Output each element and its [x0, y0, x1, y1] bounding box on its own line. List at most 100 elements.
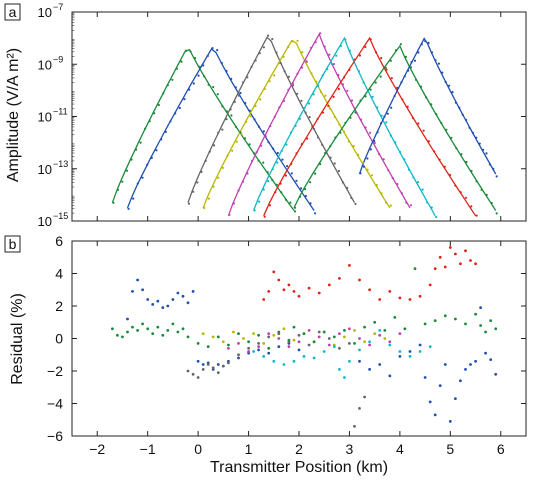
amplitude-observed-point [420, 85, 423, 88]
amplitude-observed-point [250, 65, 253, 68]
amplitude-observed-point [406, 105, 409, 108]
residual-point-5 [282, 363, 286, 366]
residual-point-6 [262, 298, 266, 301]
residual-point-8 [378, 363, 382, 366]
amplitude-observed-point [153, 112, 156, 115]
amplitude-observed-point [366, 157, 369, 160]
residual-point-0 [181, 327, 185, 331]
amplitude-observed-point [208, 150, 211, 153]
amplitude-observed-point [409, 204, 413, 207]
residual-point-5 [388, 343, 392, 347]
residual-point-8 [484, 351, 487, 355]
residual-point-0 [161, 333, 165, 337]
amplitude-observed-point [380, 114, 383, 117]
amplitude-observed-point [237, 94, 241, 97]
amplitude-observed-point [310, 72, 313, 75]
residual-point-2 [353, 424, 356, 428]
amplitude-observed-point [245, 120, 248, 123]
amplitude-observed-point [492, 167, 495, 170]
residual-point-7 [343, 329, 346, 332]
amplitude-observed-point [171, 78, 174, 81]
amplitude-observed-point [155, 149, 158, 152]
amplitude-observed-point [376, 131, 379, 134]
amplitude-observed-points [112, 32, 498, 219]
amplitude-observed-point [369, 88, 372, 91]
amplitude-observed-point [412, 176, 415, 179]
amplitude-observed-point [346, 186, 349, 190]
amplitude-series-line-1 [126, 48, 315, 211]
residual-point-6 [438, 255, 442, 259]
residual-point-6 [327, 283, 331, 287]
amplitude-observed-point [409, 66, 413, 69]
amplitude-observed-point [344, 121, 347, 124]
amplitude-observed-point [362, 81, 365, 84]
amplitude-observed-point [228, 213, 231, 216]
amplitude-observed-point [328, 53, 331, 56]
amplitude-observed-point [308, 102, 311, 105]
residual-point-6 [348, 264, 351, 267]
residual-point-8 [474, 359, 477, 363]
amplitude-tick-label: 10 [38, 57, 52, 72]
residual-point-7 [332, 335, 336, 339]
residual-point-4 [398, 332, 402, 335]
amplitude-observed-point [314, 172, 317, 175]
amplitude-observed-point [440, 121, 443, 125]
amplitude-observed-point [267, 180, 270, 183]
residual-point-6 [297, 294, 301, 298]
amplitude-observed-point [184, 49, 188, 52]
amplitude-observed-point [135, 148, 138, 151]
amplitude-observed-point [389, 204, 392, 207]
amplitude-observed-point [384, 66, 387, 69]
residual-point-5 [398, 350, 402, 353]
amplitude-observed-point [169, 120, 172, 123]
residual-point-6 [338, 277, 341, 280]
amplitude-observed-point [330, 62, 333, 66]
residual-axis-label: Residual (%) [9, 293, 26, 385]
amplitude-observed-point [324, 152, 327, 155]
residual-point-5 [302, 355, 306, 358]
residual-point-7 [403, 327, 407, 331]
amplitude-observed-point [309, 181, 312, 184]
amplitude-observed-point [480, 188, 483, 191]
residual-point-4 [287, 345, 291, 348]
amplitude-observed-point [294, 124, 297, 127]
amplitude-observed-point [364, 95, 367, 98]
amplitude-observed-point [220, 61, 223, 65]
residual-point-1 [267, 351, 271, 355]
amplitude-observed-point [400, 192, 403, 195]
amplitude-observed-point [183, 98, 186, 101]
amplitude-observed-point [283, 70, 286, 73]
amplitude-observed-point [253, 118, 256, 121]
residual-point-4 [227, 346, 230, 350]
amplitude-observed-point [273, 115, 276, 118]
amplitude-observed-point [312, 93, 315, 96]
residual-point-1 [196, 359, 200, 363]
amplitude-panel: a Amplitude (V/A m²) 10−1510−1310−1110−9… [4, 2, 527, 229]
residual-point-0 [146, 327, 150, 331]
amplitude-observed-point [144, 127, 147, 130]
amplitude-observed-point [460, 153, 463, 156]
amplitude-observed-point [175, 67, 178, 70]
residual-point-6 [459, 262, 462, 266]
amplitude-observed-point [289, 201, 292, 204]
amplitude-observed-point [437, 62, 440, 65]
residual-point-7 [484, 330, 487, 334]
residual-point-1 [176, 291, 180, 295]
amplitude-observed-point [495, 175, 498, 178]
amplitude-observed-point [202, 64, 205, 67]
amplitude-observed-point [319, 90, 322, 93]
amplitude-observed-point [276, 161, 279, 164]
amplitude-observed-point [471, 131, 474, 134]
residual-point-0 [151, 332, 155, 335]
amplitude-observed-point [296, 39, 299, 42]
amplitude-observed-point [334, 136, 337, 139]
residual-point-6 [358, 278, 361, 282]
residual-point-8 [418, 343, 422, 347]
residual-point-8 [469, 363, 472, 366]
amplitude-observed-point [414, 78, 418, 81]
residual-point-4 [267, 332, 271, 335]
amplitude-observed-point [286, 165, 289, 168]
amplitude-observed-point [407, 69, 410, 72]
amplitude-observed-point [387, 169, 390, 172]
